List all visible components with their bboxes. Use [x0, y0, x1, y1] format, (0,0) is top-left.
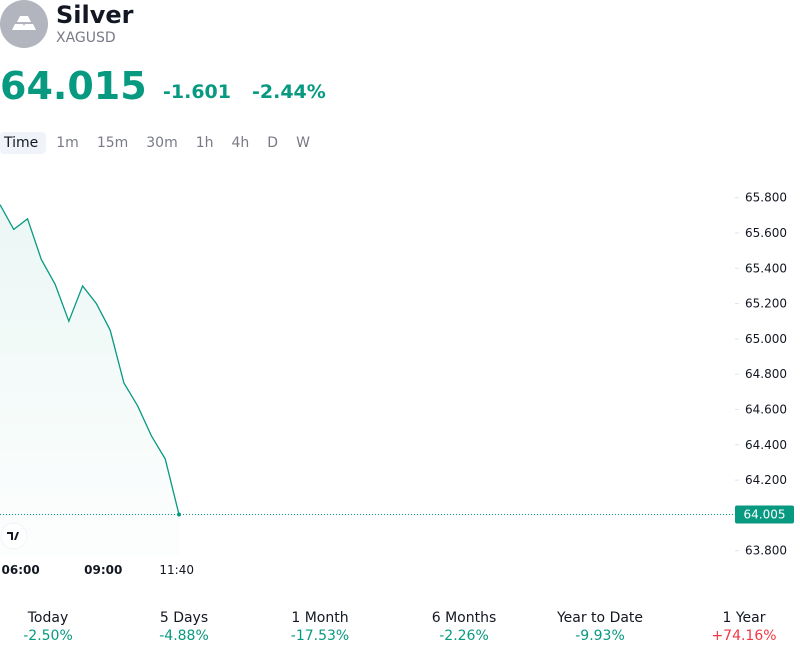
period-change: -4.88% [159, 628, 209, 644]
tab[interactable]: 4h [231, 135, 250, 151]
symbol: XAGUSD [56, 30, 116, 46]
period-label: 5 Days [159, 610, 209, 626]
y-tick-label: 64.200 [745, 473, 787, 487]
tab[interactable]: Time [0, 132, 47, 154]
last-price-label: 64.005 [744, 508, 786, 522]
last-price-box [735, 505, 794, 524]
performance-item: 5 Days -4.88% [114, 610, 254, 644]
period-label: 6 Months [431, 610, 497, 626]
y-tick-label: 65.200 [745, 297, 787, 311]
y-tick-label: 64.400 [745, 438, 787, 452]
period-change: -9.93% [575, 628, 625, 644]
period-label: 1 Month [291, 610, 349, 626]
tab[interactable]: 30m [146, 135, 178, 151]
y-tick-label: 65.000 [745, 332, 787, 346]
change: -1.601 [163, 81, 231, 103]
tab[interactable]: 1m [56, 135, 79, 151]
tv-logo [0, 522, 28, 550]
period-change: +74.16% [711, 628, 777, 644]
tab[interactable]: D [267, 135, 279, 151]
change-percent: -2.44% [252, 81, 326, 103]
y-tick-label: 64.800 [745, 367, 787, 381]
x-tick-label: 06:00 [2, 563, 40, 577]
plot: 63.80064.00064.20064.40064.60064.80065.0… [0, 191, 787, 558]
last-point [177, 512, 181, 517]
chart: 63.80064.00064.20064.40064.60064.80065.0… [0, 191, 794, 577]
period-label: Year to Date [556, 610, 644, 626]
period-label: 1 Year [722, 610, 766, 626]
x-tick-label: 09:00 [84, 563, 122, 577]
period-change: -17.53% [290, 628, 350, 644]
y-tick-label: 65.800 [745, 191, 787, 205]
period-label: Today [27, 610, 69, 626]
timeframe-tabs: Time 1m 15m 30m 1h 4h D W [0, 132, 318, 154]
period-change: -2.50% [23, 628, 73, 644]
performance: Today -2.50% 5 Days -4.88% 1 Month -17.53% 6 M… [0, 610, 800, 650]
performance-item: 1 Year +74.16% [674, 610, 800, 644]
y-tick-label: 65.400 [745, 261, 787, 275]
period-change: -2.26% [439, 628, 489, 644]
title: Silver [56, 1, 134, 29]
x-tick-label: 11:40 [159, 563, 194, 577]
price-line [0, 204, 180, 515]
tab[interactable]: W [296, 135, 310, 151]
y-tick-label: 63.800 [745, 544, 787, 558]
performance-item: 1 Month -17.53% [250, 610, 390, 644]
area [0, 204, 179, 556]
y-tick-label: 65.600 [745, 226, 787, 240]
tab[interactable]: 1h [195, 135, 214, 151]
tab[interactable]: 15m [96, 135, 129, 151]
performance-item: Year to Date -9.93% [530, 610, 670, 644]
performance-item: Today -2.50% [0, 610, 118, 644]
y-tick-label: 64.600 [745, 402, 787, 416]
performance-item: 6 Months -2.26% [394, 610, 534, 644]
price: 64.015 [0, 64, 147, 108]
logo [0, 0, 48, 48]
